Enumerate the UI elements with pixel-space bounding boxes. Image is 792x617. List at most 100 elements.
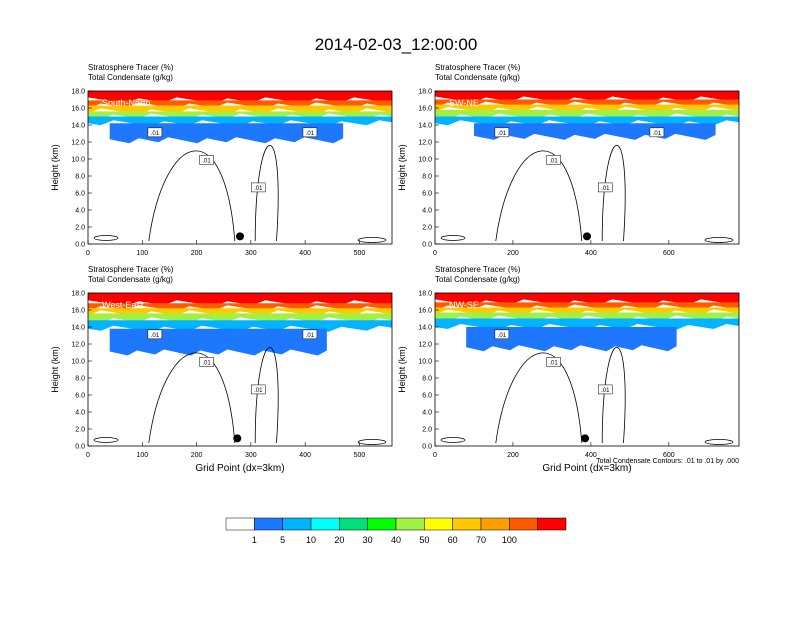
y-tick-label: 14.0 — [418, 123, 432, 130]
colorbar-label: 20 — [334, 535, 344, 545]
condensate-contour — [93, 437, 119, 443]
colorbar-swatch — [452, 517, 482, 531]
y-tick-label: 12.0 — [418, 342, 432, 349]
field-layers — [88, 91, 392, 243]
contour-label-box — [494, 329, 510, 340]
contour-label: .01 — [498, 333, 507, 339]
x-tick-label: 100 — [136, 250, 148, 257]
y-tick-label: 18.0 — [418, 89, 432, 96]
y-tick-label: 18.0 — [71, 291, 85, 298]
contour-note: Total Condensate Contours: .01 to .01 by… — [596, 458, 739, 465]
x-tick-label: 500 — [354, 452, 366, 459]
colorbar-label: 40 — [391, 535, 401, 545]
layer-100-pct — [88, 91, 392, 104]
location-marker — [236, 232, 244, 241]
contour-label: .01 — [254, 186, 263, 192]
condensate-contour — [148, 352, 236, 444]
y-tick-label: 8.0 — [422, 174, 432, 181]
x-tick-label: 400 — [585, 250, 597, 257]
colorbar-swatch — [424, 517, 453, 531]
y-tick-label: 2.0 — [422, 427, 432, 434]
contour-label-box — [250, 182, 266, 193]
panels-group: Stratosphere Tracer (%)Total Condensate … — [50, 63, 740, 474]
y-tick-label: 0.0 — [75, 242, 85, 249]
plot-frame — [434, 90, 740, 245]
condensate-contour — [93, 235, 119, 241]
contour-label-box — [302, 127, 318, 138]
x-tick-label: 200 — [507, 452, 519, 459]
location-marker — [581, 434, 590, 443]
x-tick-label: 0 — [433, 452, 437, 459]
field-layers — [88, 293, 392, 445]
y-tick-label: 14.0 — [71, 123, 85, 130]
x-tick-label: 300 — [245, 452, 257, 459]
colorbar-swatch — [395, 517, 425, 531]
x-tick-label: 100 — [136, 452, 148, 459]
panel-header-condensate: Total Condensate (g/kg) — [88, 275, 173, 284]
y-tick-label: 10.0 — [71, 157, 85, 164]
contour-label: .01 — [306, 131, 315, 137]
contour-label-box — [649, 127, 665, 138]
y-tick-label: 0.0 — [75, 444, 85, 451]
y-tick-label: 16.0 — [71, 308, 85, 315]
layer-5-pct — [466, 327, 677, 352]
condensate-contour — [601, 346, 626, 444]
panel-label: South-North — [102, 98, 151, 108]
figure-title: 2014-02-03_12:00:00 — [315, 35, 478, 54]
colorbar-swatch — [537, 517, 567, 531]
condensate-contour — [357, 237, 387, 243]
x-tick-label: 200 — [507, 250, 519, 257]
y-axis-label: Height (km) — [397, 346, 407, 393]
colorbar-swatch — [282, 517, 312, 531]
panel-label: SW-NE — [449, 98, 479, 108]
x-axis-label: Grid Point (dx=3km) — [542, 463, 631, 474]
condensate-contour — [704, 439, 734, 445]
contour-label: .01 — [601, 186, 610, 192]
condensate-contour — [440, 235, 466, 241]
contour-label-box — [546, 357, 561, 367]
y-tick-label: 12.0 — [71, 342, 85, 349]
layer-100-pct — [435, 293, 739, 306]
colorbar-label: 1 — [252, 535, 257, 545]
contour-label-box — [199, 155, 214, 165]
x-tick-label: 0 — [86, 452, 90, 459]
panel-header-tracer: Stratosphere Tracer (%) — [435, 63, 521, 72]
y-axis-label: Height (km) — [50, 346, 60, 393]
contour-label-box — [597, 384, 613, 395]
contour-label-box — [546, 155, 561, 165]
panel-header-tracer: Stratosphere Tracer (%) — [435, 265, 521, 274]
y-tick-label: 2.0 — [75, 225, 85, 232]
location-marker — [583, 232, 591, 241]
y-tick-label: 6.0 — [75, 191, 85, 198]
y-tick-label: 4.0 — [75, 208, 85, 215]
contour-label: .01 — [254, 388, 263, 394]
plot-frame — [434, 292, 740, 447]
colorbar-swatch — [480, 517, 510, 531]
y-tick-label: 8.0 — [75, 174, 85, 181]
contour-label: .01 — [549, 360, 558, 366]
y-tick-label: 2.0 — [75, 427, 85, 434]
y-axis-label: Height (km) — [397, 144, 407, 191]
layer-100-pct — [88, 293, 392, 307]
plot-frame — [87, 292, 393, 447]
contour-label: .01 — [202, 360, 211, 366]
layer-5-pct — [109, 123, 344, 144]
y-tick-label: 2.0 — [422, 225, 432, 232]
plot-frame — [87, 90, 393, 245]
contour-label: .01 — [151, 333, 160, 339]
panel-header-condensate: Total Condensate (g/kg) — [435, 73, 520, 82]
contour-label: .01 — [549, 158, 558, 164]
y-tick-label: 6.0 — [75, 393, 85, 400]
y-tick-label: 10.0 — [418, 157, 432, 164]
colorbar-swatch — [254, 517, 283, 531]
colorbar-swatch — [339, 517, 368, 531]
y-tick-label: 18.0 — [418, 291, 432, 298]
x-tick-label: 400 — [299, 250, 311, 257]
y-tick-label: 0.0 — [422, 444, 432, 451]
contour-label: .01 — [601, 388, 610, 394]
colorbar-swatch — [367, 517, 397, 531]
y-tick-label: 16.0 — [418, 308, 432, 315]
condensate-contour — [601, 144, 626, 242]
